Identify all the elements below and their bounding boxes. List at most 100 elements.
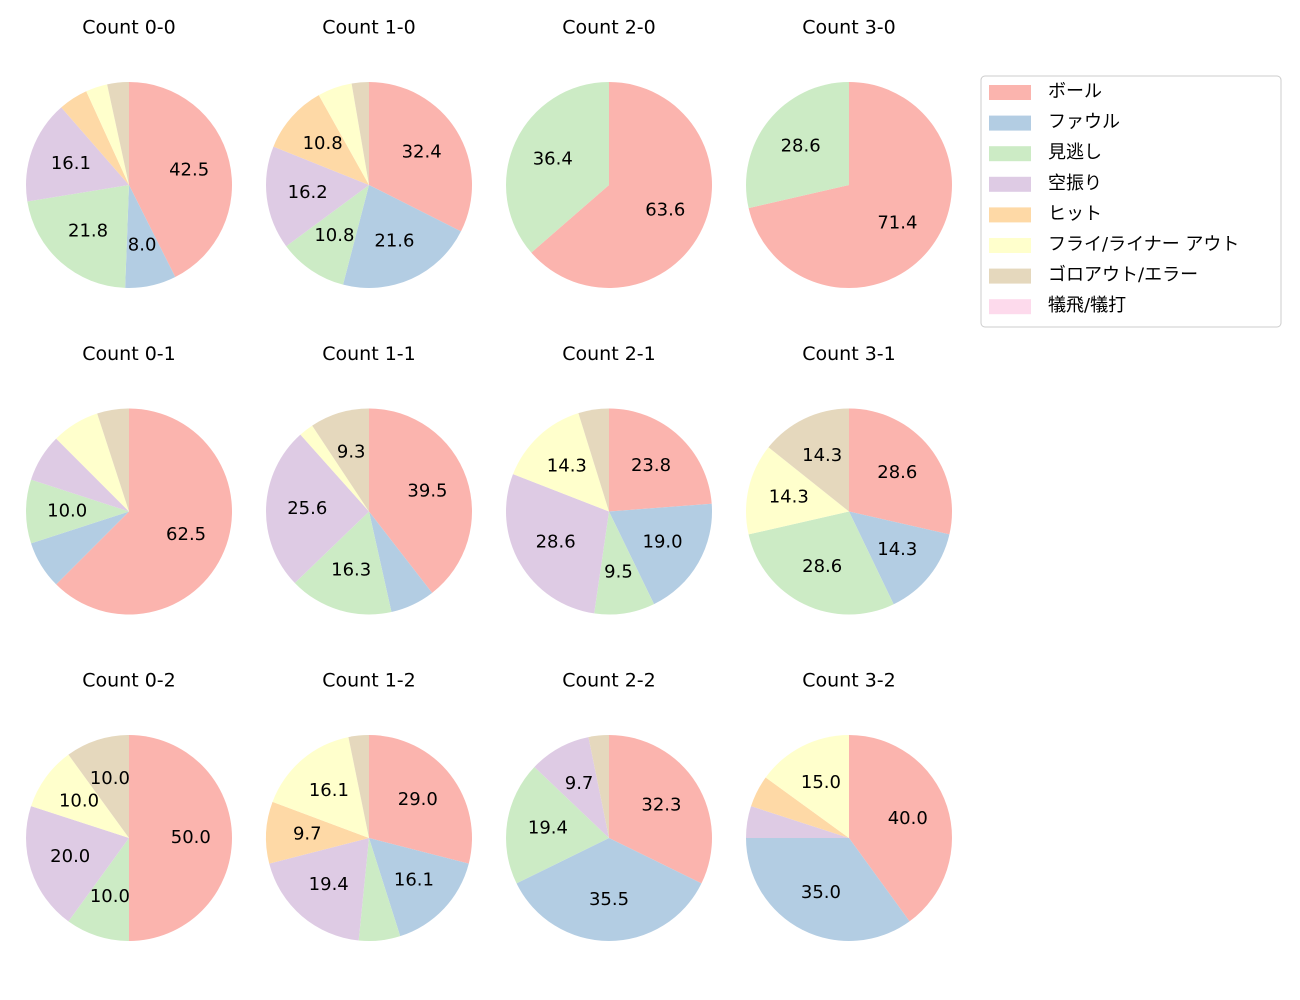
legend-label: ゴロアウト/エラー: [1048, 265, 1198, 286]
pie-slice: [351, 82, 369, 185]
pie-slice: [31, 754, 129, 838]
pie-slice: [746, 447, 849, 535]
legend-swatch: [989, 207, 1031, 223]
slice-label: 42.5: [169, 160, 209, 181]
legend-label: 見逃し: [1048, 142, 1102, 163]
slice-label: 28.6: [536, 532, 576, 553]
pie-title: Count 3-2: [802, 670, 896, 692]
slice-label: 9.3: [337, 441, 366, 462]
pie-title: Count 2-2: [562, 670, 656, 692]
pie-slice: [56, 413, 130, 512]
pie-slice: [609, 503, 712, 605]
pie-slice: [849, 511, 950, 605]
pie-slice: [286, 185, 369, 285]
slice-label: 36.4: [533, 148, 573, 169]
slice-label: 16.2: [288, 182, 328, 203]
slice-label: 28.6: [781, 136, 821, 157]
pie-slice: [107, 82, 129, 185]
slice-label: 10.0: [90, 768, 130, 789]
slice-label: 25.6: [287, 498, 327, 519]
pie-slice: [531, 82, 713, 288]
slice-label: 10.0: [90, 886, 130, 907]
slice-label: 10.8: [303, 133, 343, 154]
pie-slice: [294, 511, 392, 615]
pie-slice: [512, 413, 609, 512]
slice-label: 19.4: [528, 818, 568, 839]
pie-slice: [31, 511, 129, 585]
pie-slice: [369, 838, 469, 937]
slice-label: 16.1: [51, 153, 91, 174]
pie-slice: [269, 838, 369, 941]
slice-label: 19.0: [643, 531, 683, 552]
slice-label: 14.3: [877, 539, 917, 560]
slice-label: 16.1: [394, 869, 434, 890]
pie-slice: [746, 838, 910, 941]
slice-label: 39.5: [407, 480, 447, 501]
pie-slice: [97, 408, 129, 512]
pie-slice: [312, 408, 369, 512]
pie-slice: [594, 511, 655, 615]
slice-label: 19.4: [309, 874, 349, 895]
legend-label: ヒット: [1048, 203, 1102, 224]
slice-label: 15.0: [801, 772, 841, 793]
pie-slice: [516, 838, 702, 941]
pie-slice: [266, 801, 369, 864]
slice-label: 35.0: [801, 882, 841, 903]
slice-label: 32.4: [402, 142, 442, 163]
pie-slice: [68, 838, 129, 941]
slice-label: 28.6: [877, 462, 917, 483]
slice-label: 20.0: [50, 846, 90, 867]
slice-label: 32.3: [641, 794, 681, 815]
slice-label: 10.0: [59, 791, 99, 812]
pie-slice: [748, 511, 894, 615]
pie-slice: [68, 735, 129, 838]
slice-label: 14.3: [802, 445, 842, 466]
slice-label: 50.0: [171, 827, 211, 848]
pie-slice: [358, 838, 401, 942]
pie-slice: [348, 735, 369, 838]
pie-slice: [369, 82, 473, 232]
legend-label: ボール: [1048, 81, 1102, 102]
slice-label: 21.6: [374, 230, 414, 251]
pie-slice: [609, 408, 712, 512]
pie-slice: [578, 408, 609, 512]
pie-title: Count 1-2: [322, 670, 416, 692]
pie-title: Count 2-0: [562, 17, 656, 39]
pie-slice: [534, 737, 609, 838]
pie-slice: [318, 83, 369, 185]
pie-slice: [506, 474, 609, 614]
slice-label: 10.8: [314, 225, 354, 246]
slice-label: 35.5: [589, 889, 629, 910]
pie-slice: [768, 408, 849, 512]
slice-label: 63.6: [645, 200, 685, 221]
pie-slice: [26, 107, 129, 202]
pie-slice: [506, 766, 609, 884]
pie-slice: [86, 84, 129, 185]
pie-title: Count 0-1: [82, 343, 176, 365]
legend-swatch: [989, 115, 1031, 131]
pie-slice: [343, 185, 461, 288]
pie-slice: [369, 408, 473, 593]
pie-title: Count 0-2: [82, 670, 176, 692]
legend-swatch: [989, 299, 1031, 315]
pie-title: Count 1-1: [322, 343, 416, 365]
legend-swatch: [989, 268, 1031, 284]
pie-slice: [272, 737, 369, 838]
slice-label: 8.0: [128, 234, 157, 255]
slice-label: 29.0: [398, 789, 438, 810]
pie-slice: [849, 735, 953, 922]
pie-slice: [300, 425, 369, 512]
legend-label: ファウル: [1048, 112, 1120, 133]
slice-label: 9.7: [565, 773, 594, 794]
slice-label: 10.0: [47, 501, 87, 522]
slice-label: 28.6: [802, 556, 842, 577]
pie-slice: [609, 735, 712, 884]
slice-label: 16.1: [309, 780, 349, 801]
pie-slice: [273, 95, 369, 185]
legend-swatch: [989, 85, 1031, 100]
slice-label: 9.5: [604, 562, 633, 583]
pie-slice: [61, 91, 129, 185]
pie-slice: [266, 434, 369, 583]
pie-slice: [369, 511, 433, 613]
pie-slice: [745, 82, 849, 209]
